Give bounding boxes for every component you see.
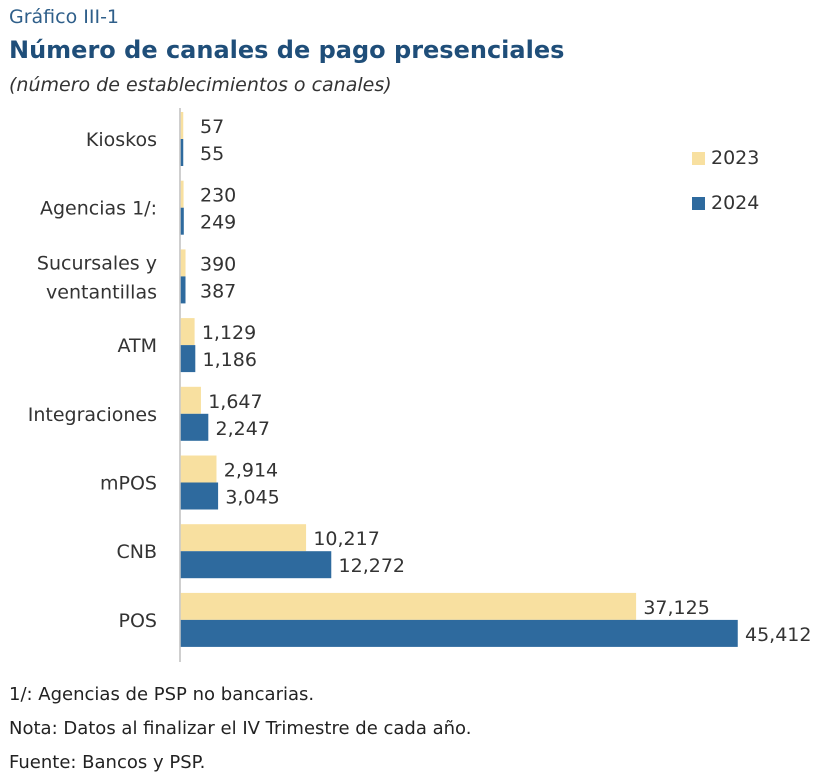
category-label: Sucursales y ventantillas xyxy=(37,252,157,303)
category-label: ATM xyxy=(117,335,157,357)
data-label-2023: 10,217 xyxy=(313,528,379,550)
data-label-2023: 230 xyxy=(200,185,236,207)
data-label-2024: 12,272 xyxy=(339,555,405,577)
data-label-2023: 57 xyxy=(200,116,224,138)
category-label: CNB xyxy=(116,541,157,563)
bar-2023 xyxy=(180,524,307,552)
data-label-2023: 1,647 xyxy=(208,391,262,413)
bar-2024 xyxy=(180,139,184,166)
data-label-2023: 1,129 xyxy=(202,322,256,344)
category-label: mPOS xyxy=(100,473,157,495)
data-label-2024: 1,186 xyxy=(203,349,257,371)
category-label: Agencias 1/: xyxy=(40,198,157,220)
bar-2023 xyxy=(180,249,186,277)
bar-2024 xyxy=(180,482,219,510)
category-label: POS xyxy=(119,610,157,632)
legend-label-2024: 2024 xyxy=(711,192,759,214)
data-label-2023: 37,125 xyxy=(643,597,709,619)
bar-2023 xyxy=(180,592,637,620)
data-label-2024: 45,412 xyxy=(745,624,811,646)
data-label-2024: 2,247 xyxy=(216,418,270,440)
bar-2024 xyxy=(180,276,186,304)
bar-2023 xyxy=(180,112,184,139)
data-label-2024: 55 xyxy=(200,143,224,165)
bar-2024 xyxy=(180,207,184,235)
data-label-2024: 249 xyxy=(200,212,236,234)
data-label-2023: 390 xyxy=(200,253,236,275)
chart-label: Gráfico III-1 xyxy=(9,6,120,28)
bar-2023 xyxy=(180,318,195,346)
bar-2024 xyxy=(180,551,332,579)
bar-2023 xyxy=(180,455,217,483)
bar-2023 xyxy=(180,180,184,208)
legend-label-2023: 2023 xyxy=(711,147,759,169)
footnote-agencias: 1/: Agencias de PSP no bancarias. xyxy=(9,684,315,705)
footnote-fuente: Fuente: Bancos y PSP. xyxy=(9,752,206,773)
chart-subtitle: (número de establecimientos o canales) xyxy=(9,74,392,96)
category-label: Kioskos xyxy=(86,129,157,151)
data-label-2024: 387 xyxy=(200,280,236,302)
bar-2024 xyxy=(180,413,209,441)
bar-2024 xyxy=(180,345,196,373)
bar-chart: Kioskos 57 55 Agencias 1/: 230 249 Sucursales … xyxy=(28,108,811,662)
legend-swatch-2024 xyxy=(692,197,705,210)
data-label-2023: 2,914 xyxy=(224,460,278,482)
chart-title: Número de canales de pago presenciales xyxy=(9,36,565,64)
bar-2024 xyxy=(180,619,738,647)
footnote-nota: Nota: Datos al finalizar el IV Trimestre… xyxy=(9,718,472,739)
bar-2023 xyxy=(180,386,201,414)
data-label-2024: 3,045 xyxy=(225,487,279,509)
legend-swatch-2023 xyxy=(692,152,705,165)
category-label: Integraciones xyxy=(28,404,157,426)
